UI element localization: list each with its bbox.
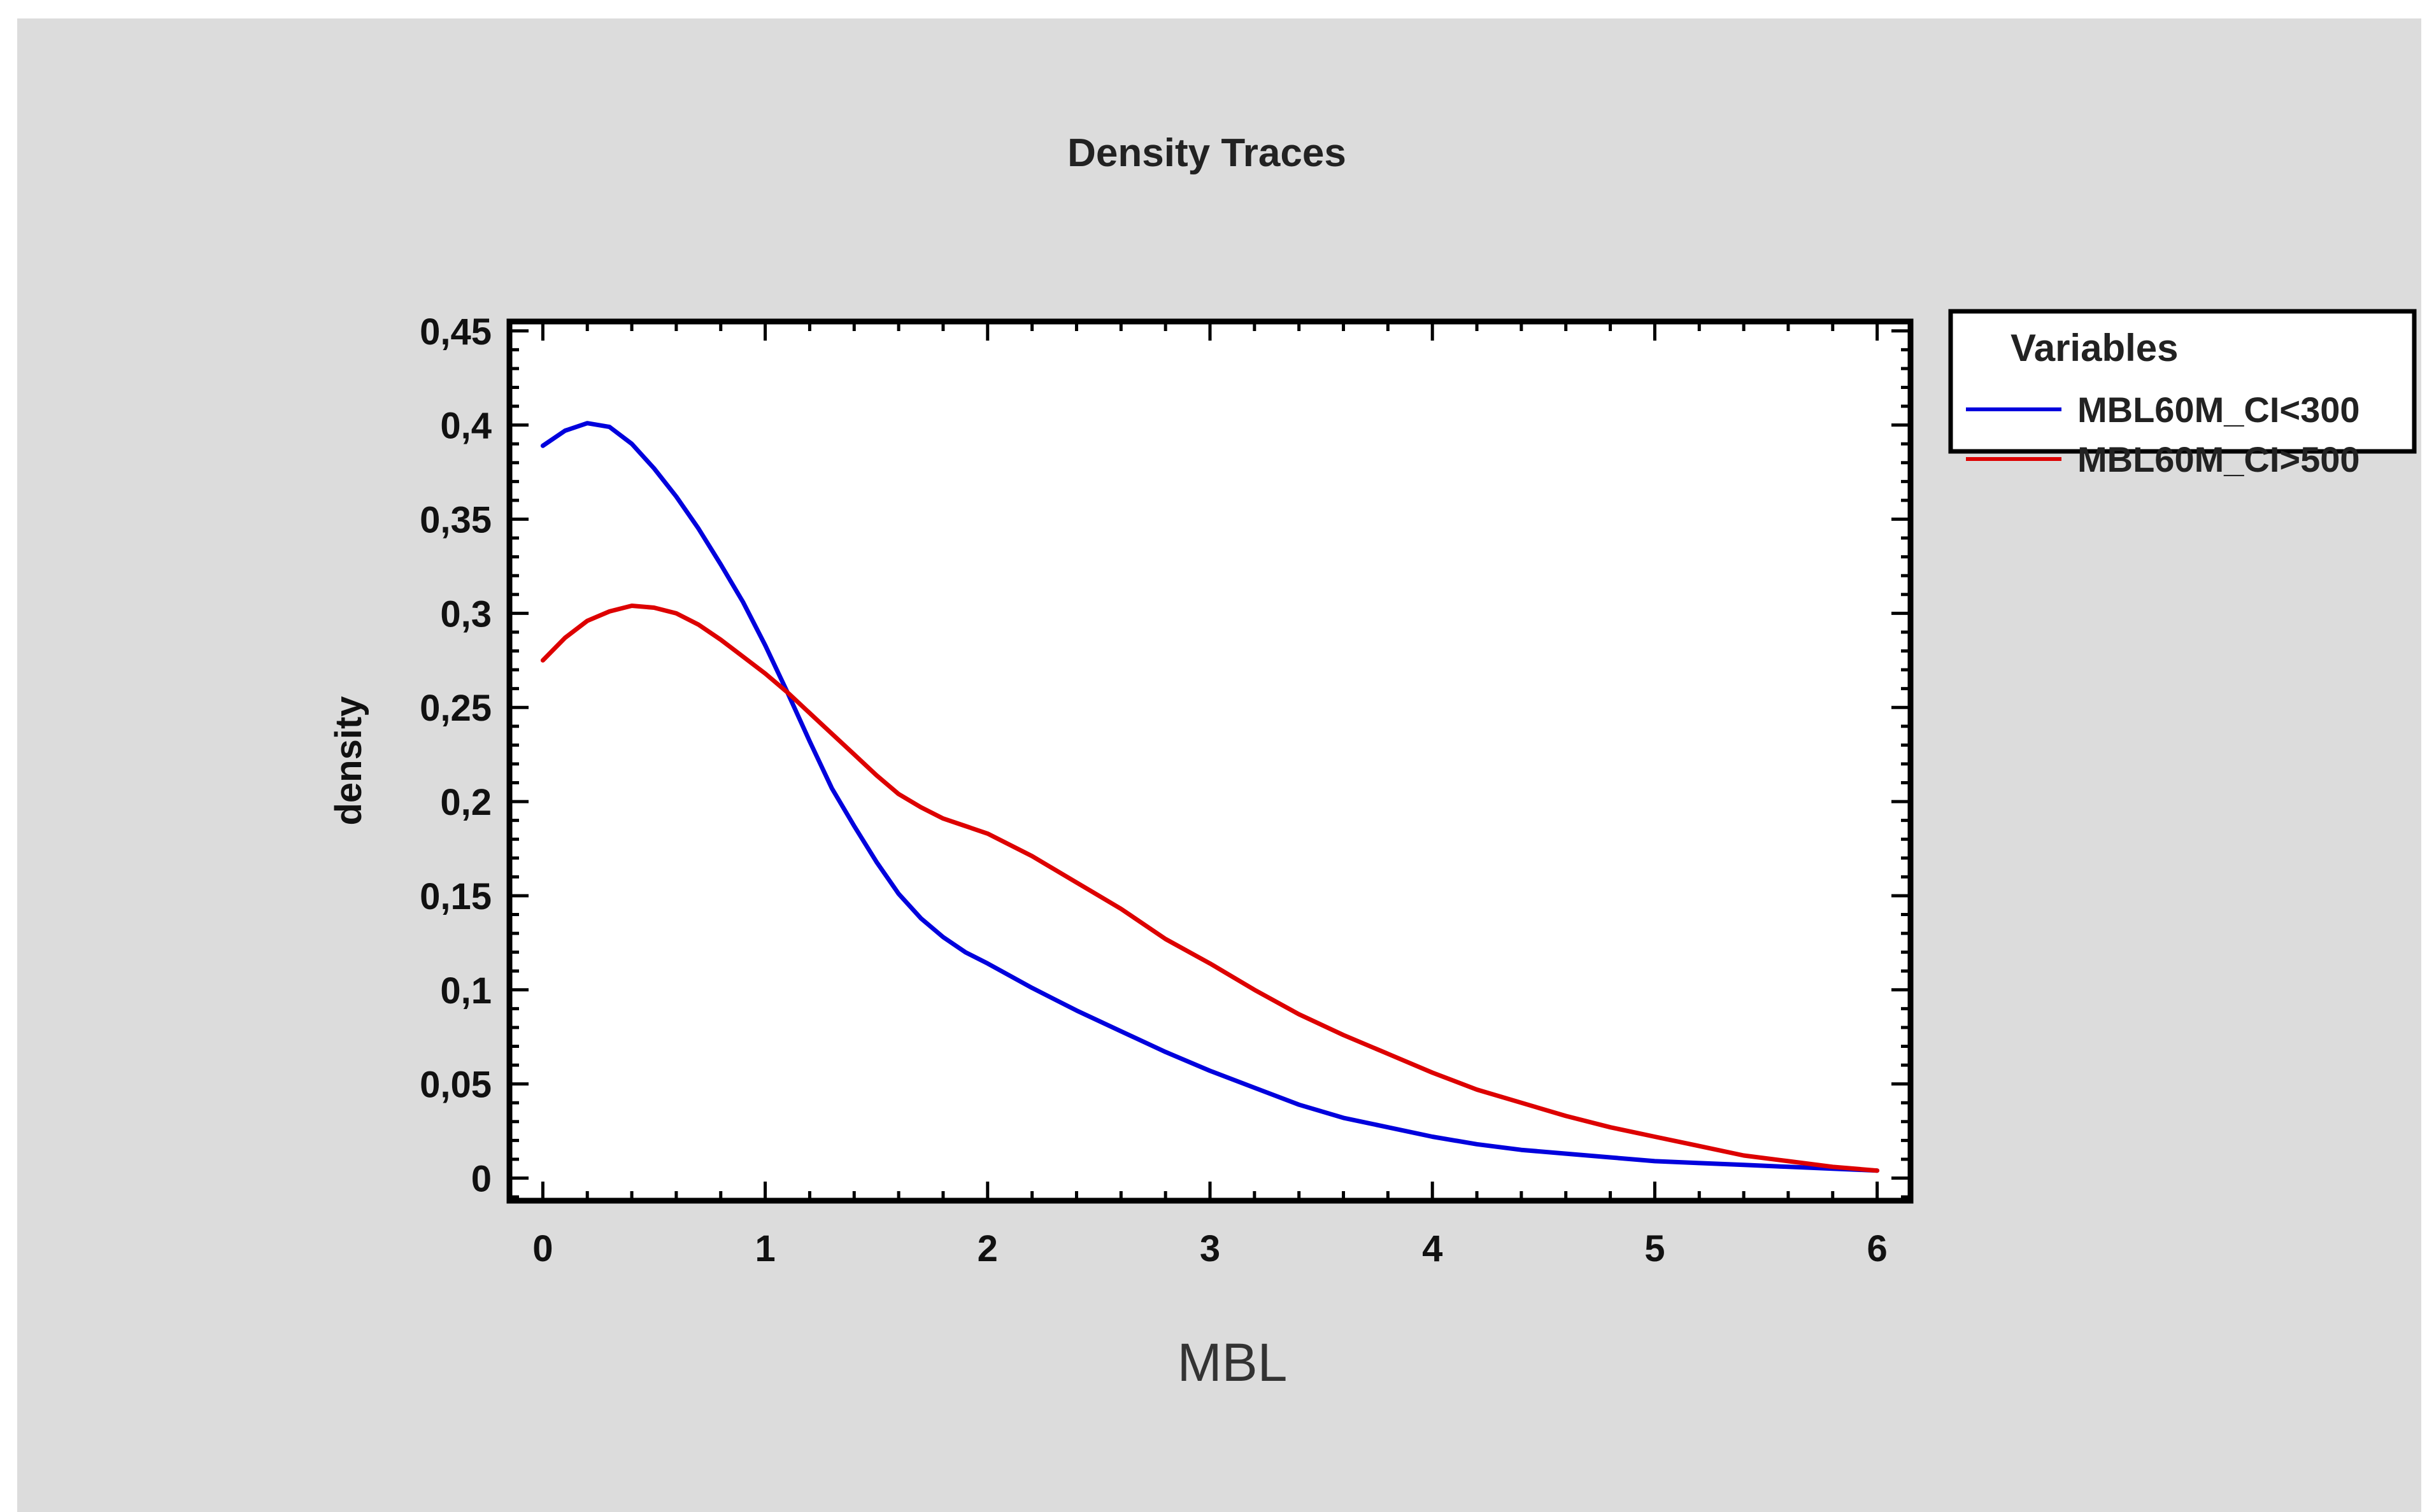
x-tick-label: 2 — [978, 1228, 998, 1269]
y-axis-label: density — [328, 696, 369, 825]
chart-panel: Density Traces 0 0,05 0,1 0,15 0,2 0,25 0,3 0,3… — [17, 18, 2421, 1512]
x-tick-label: 1 — [755, 1228, 775, 1269]
y-tick-label: 0,2 — [440, 782, 492, 823]
legend-box — [1948, 309, 2417, 454]
y-tick-label: 0,15 — [420, 876, 492, 917]
legend-label-series-1: MBL60M_CI<300 — [2077, 390, 2360, 430]
legend-title: Variables — [2011, 327, 2179, 369]
plot-area — [506, 318, 1914, 1204]
series-line-2 — [540, 604, 1880, 1173]
y-tick-label: 0,05 — [420, 1064, 492, 1106]
y-tick-label: 0,35 — [420, 500, 492, 541]
y-tick-label: 0 — [471, 1159, 492, 1200]
y-tick-label: 0,45 — [420, 311, 492, 353]
series-lines — [540, 421, 1880, 1173]
x-tick-label: 3 — [1200, 1228, 1220, 1269]
y-tick-labels: 0 0,05 0,1 0,15 0,2 0,25 0,3 0,35 0,4 0,45 — [420, 311, 492, 1200]
x-tick-label: 5 — [1644, 1228, 1665, 1269]
x-tick-label: 0 — [532, 1228, 553, 1269]
axis-ticks — [509, 321, 1911, 1201]
y-tick-label: 0,1 — [440, 970, 492, 1012]
legend-label-series-2: MBL60M_CI>500 — [2077, 439, 2360, 479]
y-tick-label: 0,3 — [440, 593, 492, 635]
x-tick-labels: 0 1 2 3 4 5 6 — [532, 1228, 1888, 1269]
x-tick-label: 4 — [1422, 1228, 1442, 1269]
series-line-1 — [540, 421, 1880, 1173]
chart-title: Density Traces — [1067, 131, 1346, 175]
x-axis-label: MBL — [1178, 1332, 1288, 1392]
x-tick-label: 6 — [1867, 1228, 1887, 1269]
y-tick-label: 0,25 — [420, 688, 492, 729]
density-chart: Density Traces 0 0,05 0,1 0,15 0,2 0,25 0,3 0,3… — [328, 131, 2417, 1392]
y-tick-label: 0,4 — [440, 406, 492, 447]
legend: Variables MBL60M_CI<300 MBL60M_CI>500 — [1948, 309, 2417, 479]
